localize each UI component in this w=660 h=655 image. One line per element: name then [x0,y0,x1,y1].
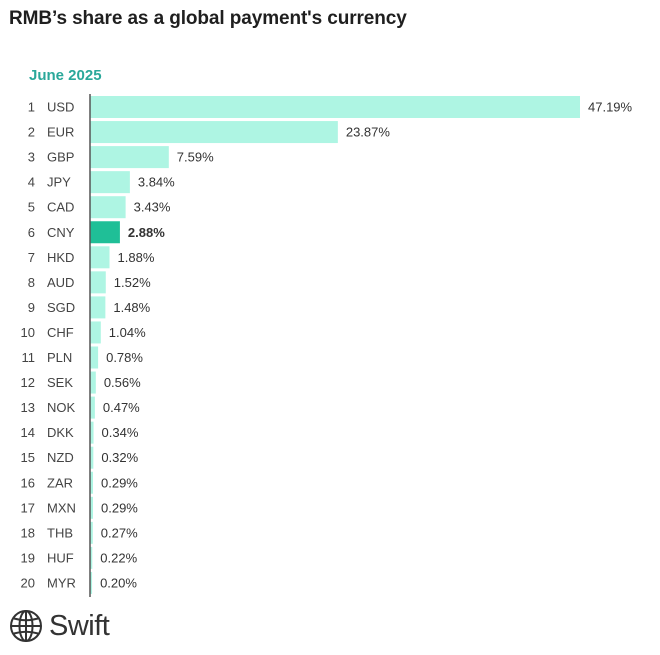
value-label: 0.32% [101,450,138,465]
category-label: MYR [47,575,76,590]
value-label: 23.87% [346,125,391,140]
bar-jpy [90,171,130,194]
rank-label: 6 [28,225,35,240]
value-label: 2.88% [128,225,165,240]
bar-chart: 1 USD 47.19%2 EUR 23.87%3 GBP 7.59%4 JPY 3.84%5 C… [21,94,633,597]
category-label: DKK [47,425,74,440]
rank-label: 15 [21,450,35,465]
bar-mxn [90,496,94,519]
category-label: HUF [47,550,74,565]
bar-usd [90,96,580,118]
rank-label: 14 [21,425,35,440]
bar-huf [90,546,93,569]
rank-label: 17 [21,500,35,515]
category-label: ZAR [47,475,73,490]
value-label: 0.47% [103,400,140,415]
value-label: 7.59% [177,150,214,165]
rank-label: 19 [21,550,35,565]
bar-aud [90,271,106,294]
value-label: 0.20% [100,575,137,590]
bar-zar [90,471,94,494]
bar-eur [90,121,338,144]
bar-cad [90,196,126,219]
value-label: 1.48% [113,300,150,315]
category-label: GBP [47,150,74,165]
category-label: AUD [47,275,74,290]
bar-gbp [90,146,169,169]
bar-thb [90,521,93,544]
rank-label: 5 [28,200,35,215]
globe-icon [10,610,42,642]
swift-logo: Swift [9,609,110,643]
chart-title: RMB’s share as a global payment's curren… [9,8,407,29]
value-label: 1.88% [118,250,155,265]
rank-label: 20 [21,575,35,590]
rank-label: 7 [28,250,35,265]
rank-label: 8 [28,275,35,290]
bar-nok [90,396,95,419]
category-label: CHF [47,325,74,340]
bar-nzd [90,446,94,469]
value-label: 0.34% [102,425,139,440]
rank-label: 2 [28,125,35,140]
value-label: 0.56% [104,375,141,390]
category-label: PLN [47,350,72,365]
value-label: 0.29% [101,475,138,490]
value-label: 0.22% [100,550,137,565]
bar-chf [90,321,101,344]
bar-hkd [90,246,110,269]
value-label: 0.27% [101,525,138,540]
value-label: 3.84% [138,175,175,190]
value-label: 0.29% [101,500,138,515]
rank-label: 4 [28,175,35,190]
category-label: NOK [47,400,76,415]
rank-label: 16 [21,475,35,490]
rank-label: 9 [28,300,35,315]
category-label: JPY [47,175,71,190]
category-label: THB [47,525,73,540]
bar-myr [90,571,93,594]
category-label: SEK [47,375,73,390]
bar-cny [90,221,120,244]
value-label: 3.43% [134,200,171,215]
category-label: SGD [47,300,75,315]
bar-pln [90,346,99,369]
category-label: USD [47,100,74,115]
category-label: CNY [47,225,75,240]
bar-sgd [90,296,106,319]
bar-dkk [90,421,94,444]
category-label: EUR [47,125,74,140]
category-label: NZD [47,450,74,465]
chart-subtitle: June 2025 [29,67,102,84]
rank-label: 18 [21,525,35,540]
rank-label: 10 [21,325,35,340]
rank-label: 13 [21,400,35,415]
value-label: 0.78% [106,350,143,365]
rank-label: 12 [21,375,35,390]
bar-sek [90,371,96,394]
value-label: 47.19% [588,100,633,115]
rank-label: 3 [28,150,35,165]
category-label: MXN [47,500,76,515]
rank-label: 1 [28,100,35,115]
logo-text: Swift [49,609,110,642]
rank-label: 11 [22,350,36,365]
category-label: HKD [47,250,74,265]
category-label: CAD [47,200,74,215]
value-label: 1.04% [109,325,146,340]
value-label: 1.52% [114,275,151,290]
